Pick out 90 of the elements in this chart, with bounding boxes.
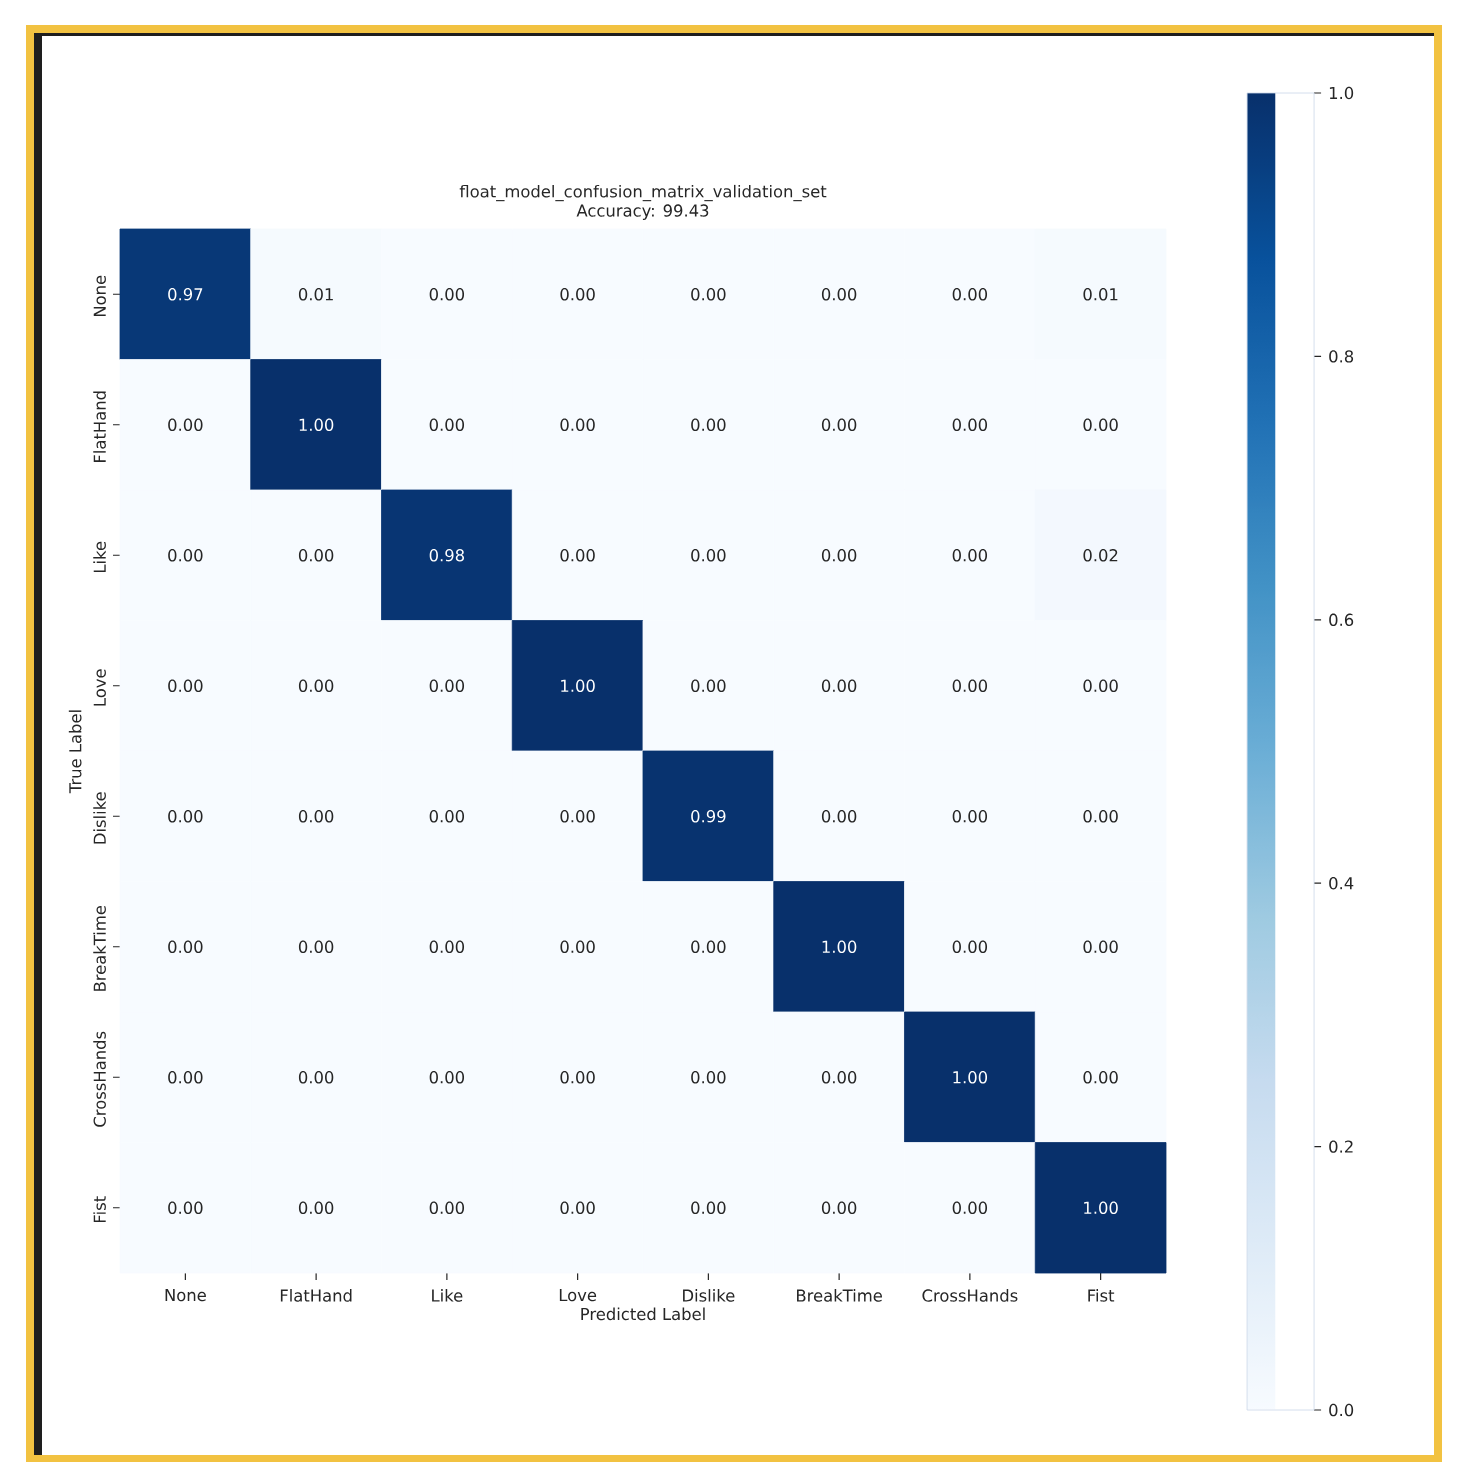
data-label: 0.00 <box>429 810 465 823</box>
data-label: 0.00 <box>560 1071 595 1084</box>
data-label: 0.00 <box>429 288 465 301</box>
chart-subtitle: Accuracy: 99.43 <box>576 204 709 220</box>
color-bar-label: 0.6 <box>1329 613 1354 626</box>
x-tick-label: BreakTime <box>797 1289 882 1302</box>
data-label: 0.00 <box>168 418 203 431</box>
x-tick-label: Like <box>432 1289 463 1302</box>
data-label: 0.00 <box>429 1201 465 1214</box>
data-label: 0.00 <box>1083 1071 1118 1084</box>
x-tick-label: FlatHand <box>280 1289 352 1302</box>
y-tick-label: None <box>93 275 106 317</box>
x-tick-label: None <box>165 1289 206 1302</box>
color-bar-label: 0.0 <box>1329 1403 1354 1417</box>
data-label: 0.00 <box>952 549 988 562</box>
data-label: 0.00 <box>168 940 203 953</box>
data-label: 0.00 <box>429 679 465 692</box>
y-tick-label: Love <box>93 669 106 706</box>
data-label: 0.00 <box>168 679 203 692</box>
data-label: 0.00 <box>560 288 595 301</box>
data-label: 0.00 <box>952 810 988 823</box>
data-label: 0.00 <box>691 549 726 562</box>
data-label: 0.00 <box>298 940 334 953</box>
data-label: 0.02 <box>1083 549 1118 562</box>
data-label: 1.00 <box>953 1071 988 1084</box>
data-label: 0.00 <box>1083 940 1118 953</box>
data-label: 0.00 <box>821 418 857 431</box>
data-label: 0.00 <box>298 1071 334 1084</box>
data-label: 0.00 <box>168 810 203 823</box>
y-tick-label: Dislike <box>93 792 106 844</box>
data-label: 0.00 <box>952 288 988 301</box>
data-label: 0.97 <box>168 288 203 301</box>
data-label: 0.00 <box>952 679 988 692</box>
data-label: 0.98 <box>429 549 465 562</box>
data-label: 0.00 <box>298 549 334 562</box>
data-label: 0.00 <box>821 288 857 301</box>
data-label: 0.00 <box>1083 810 1118 823</box>
color-bar-label: 1.0 <box>1329 86 1354 100</box>
data-label: 0.00 <box>821 1071 857 1084</box>
data-label: 0.00 <box>429 1071 465 1084</box>
data-label: 0.00 <box>691 1201 726 1214</box>
data-label: 0.00 <box>1083 679 1118 692</box>
data-label: 0.00 <box>168 1071 203 1084</box>
y-tick-label: Like <box>93 541 106 573</box>
data-label: 1.00 <box>561 679 595 692</box>
data-label: 0.00 <box>691 418 726 431</box>
y-axis-title: True Label <box>68 710 82 794</box>
y-tick-label: BreakTime <box>93 905 106 991</box>
data-label: 0.00 <box>691 1071 726 1084</box>
x-tick-label: CrossHands <box>922 1289 1018 1302</box>
data-label: 0.00 <box>1083 418 1118 431</box>
data-label: 0.01 <box>298 288 333 301</box>
y-tick-label: CrossHands <box>93 1031 106 1127</box>
data-label: 0.00 <box>821 549 857 562</box>
data-label: 0.00 <box>952 940 988 953</box>
data-label: 0.00 <box>560 418 595 431</box>
data-label: 0.00 <box>429 418 465 431</box>
y-tick-label: Fist <box>93 1196 106 1223</box>
x-tick-label: Fist <box>1088 1289 1115 1302</box>
data-label: 0.00 <box>691 288 726 301</box>
data-label: 0.00 <box>821 810 857 823</box>
data-label: 0.00 <box>821 679 857 692</box>
data-label: 0.00 <box>168 549 203 562</box>
data-label: 0.00 <box>429 940 465 953</box>
data-label: 0.00 <box>691 940 726 953</box>
data-label: 0.00 <box>560 810 595 823</box>
data-label: 0.00 <box>560 549 595 562</box>
x-axis-title: Predicted Label <box>581 1307 705 1321</box>
data-label: 0.00 <box>691 679 726 692</box>
x-tick-label: Dislike <box>683 1289 735 1302</box>
data-label: 0.00 <box>560 1201 595 1214</box>
data-label: 1.00 <box>1084 1201 1118 1214</box>
x-tick-label: Love <box>559 1289 597 1302</box>
color-bar-label: 0.2 <box>1329 1140 1353 1153</box>
data-label: 0.01 <box>1083 288 1118 301</box>
data-label: 0.00 <box>298 1201 334 1214</box>
data-label: 0.00 <box>952 1201 988 1214</box>
data-label: 0.00 <box>298 679 334 692</box>
data-label: 0.00 <box>168 1201 203 1214</box>
color-bar-label: 0.4 <box>1329 877 1354 890</box>
data-label: 0.00 <box>298 810 334 823</box>
data-label: 0.00 <box>952 418 988 431</box>
y-tick-label: FlatHand <box>93 391 106 462</box>
data-label: 0.99 <box>691 810 726 823</box>
data-label: 0.00 <box>560 940 595 953</box>
data-label: 1.00 <box>299 418 334 431</box>
data-label: 0.00 <box>821 1201 857 1214</box>
data-label: 1.00 <box>822 940 857 953</box>
color-bar-label: 0.8 <box>1329 350 1354 363</box>
chart-title: float_model_confusion_matrix_validation_set <box>459 184 827 202</box>
